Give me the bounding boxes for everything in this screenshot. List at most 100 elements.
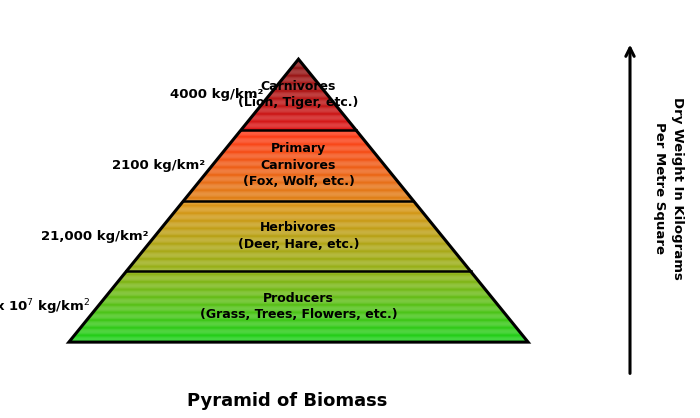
Polygon shape <box>236 135 361 136</box>
Polygon shape <box>252 116 345 117</box>
Polygon shape <box>199 180 398 181</box>
Polygon shape <box>77 331 520 332</box>
Polygon shape <box>190 192 407 193</box>
Polygon shape <box>228 145 369 146</box>
Polygon shape <box>111 289 486 290</box>
Text: Producers
(Grass, Trees, Flowers, etc.): Producers (Grass, Trees, Flowers, etc.) <box>199 292 398 321</box>
Polygon shape <box>240 130 356 131</box>
Polygon shape <box>281 79 316 80</box>
Polygon shape <box>116 283 481 284</box>
Polygon shape <box>103 300 494 301</box>
Polygon shape <box>270 93 326 94</box>
Polygon shape <box>295 62 302 63</box>
Polygon shape <box>253 115 344 116</box>
Polygon shape <box>107 294 490 295</box>
Polygon shape <box>120 278 477 279</box>
Polygon shape <box>210 167 386 168</box>
Polygon shape <box>250 118 347 119</box>
Polygon shape <box>105 297 492 298</box>
Polygon shape <box>208 170 389 171</box>
Polygon shape <box>197 184 400 185</box>
Polygon shape <box>131 265 466 266</box>
Polygon shape <box>79 329 518 330</box>
Polygon shape <box>188 195 410 196</box>
Polygon shape <box>209 169 388 170</box>
Text: Carnivores
(Lion, Tiger, etc.): Carnivores (Lion, Tiger, etc.) <box>238 80 358 109</box>
Polygon shape <box>227 147 370 148</box>
Polygon shape <box>237 134 360 135</box>
Polygon shape <box>76 332 521 333</box>
Polygon shape <box>229 144 368 145</box>
Polygon shape <box>130 266 467 267</box>
Polygon shape <box>188 194 409 195</box>
Polygon shape <box>172 214 425 215</box>
Polygon shape <box>69 341 528 342</box>
Polygon shape <box>220 155 377 156</box>
Polygon shape <box>119 279 478 280</box>
Polygon shape <box>153 237 443 238</box>
Polygon shape <box>125 272 472 273</box>
Polygon shape <box>184 199 412 200</box>
Polygon shape <box>157 232 440 233</box>
Polygon shape <box>88 318 510 319</box>
Polygon shape <box>283 78 314 79</box>
Polygon shape <box>262 102 335 103</box>
Polygon shape <box>118 281 480 282</box>
Polygon shape <box>181 203 416 204</box>
Polygon shape <box>218 158 379 159</box>
Polygon shape <box>286 74 312 75</box>
Polygon shape <box>284 76 313 77</box>
Polygon shape <box>242 127 354 128</box>
Polygon shape <box>290 68 307 69</box>
Text: 2100 kg/km²: 2100 kg/km² <box>113 159 206 172</box>
Polygon shape <box>155 234 441 235</box>
Polygon shape <box>193 189 405 190</box>
Polygon shape <box>288 71 309 72</box>
Polygon shape <box>134 261 463 262</box>
Polygon shape <box>145 247 452 248</box>
Polygon shape <box>211 165 385 166</box>
Polygon shape <box>216 160 381 161</box>
Polygon shape <box>249 119 348 120</box>
Polygon shape <box>209 168 388 169</box>
Polygon shape <box>256 110 341 111</box>
Polygon shape <box>110 291 487 292</box>
Polygon shape <box>117 282 480 283</box>
Polygon shape <box>234 138 363 139</box>
Polygon shape <box>248 120 349 121</box>
Polygon shape <box>248 121 349 122</box>
Polygon shape <box>90 315 507 316</box>
Polygon shape <box>97 307 500 308</box>
Polygon shape <box>154 236 442 237</box>
Polygon shape <box>276 86 321 87</box>
Polygon shape <box>278 84 319 85</box>
Polygon shape <box>277 85 320 86</box>
Polygon shape <box>201 178 396 179</box>
Polygon shape <box>174 212 424 213</box>
Polygon shape <box>234 137 363 138</box>
Polygon shape <box>124 273 472 274</box>
Polygon shape <box>104 299 494 300</box>
Polygon shape <box>192 190 405 191</box>
Polygon shape <box>178 207 419 208</box>
Polygon shape <box>150 241 447 242</box>
Polygon shape <box>87 319 510 320</box>
Polygon shape <box>205 173 392 174</box>
Polygon shape <box>75 334 522 335</box>
Polygon shape <box>206 171 391 172</box>
Polygon shape <box>152 239 445 240</box>
Polygon shape <box>112 288 485 289</box>
Polygon shape <box>280 81 317 82</box>
Polygon shape <box>194 187 403 188</box>
Text: 2.1 x 10$^{7}$ kg/km$^{2}$: 2.1 x 10$^{7}$ kg/km$^{2}$ <box>0 297 91 316</box>
Polygon shape <box>177 208 420 209</box>
Polygon shape <box>225 149 372 150</box>
Polygon shape <box>127 269 469 270</box>
Polygon shape <box>167 220 430 221</box>
Polygon shape <box>233 139 364 140</box>
Polygon shape <box>256 111 342 112</box>
Polygon shape <box>155 235 442 236</box>
Polygon shape <box>135 260 462 261</box>
Polygon shape <box>237 133 360 134</box>
Polygon shape <box>182 201 414 202</box>
